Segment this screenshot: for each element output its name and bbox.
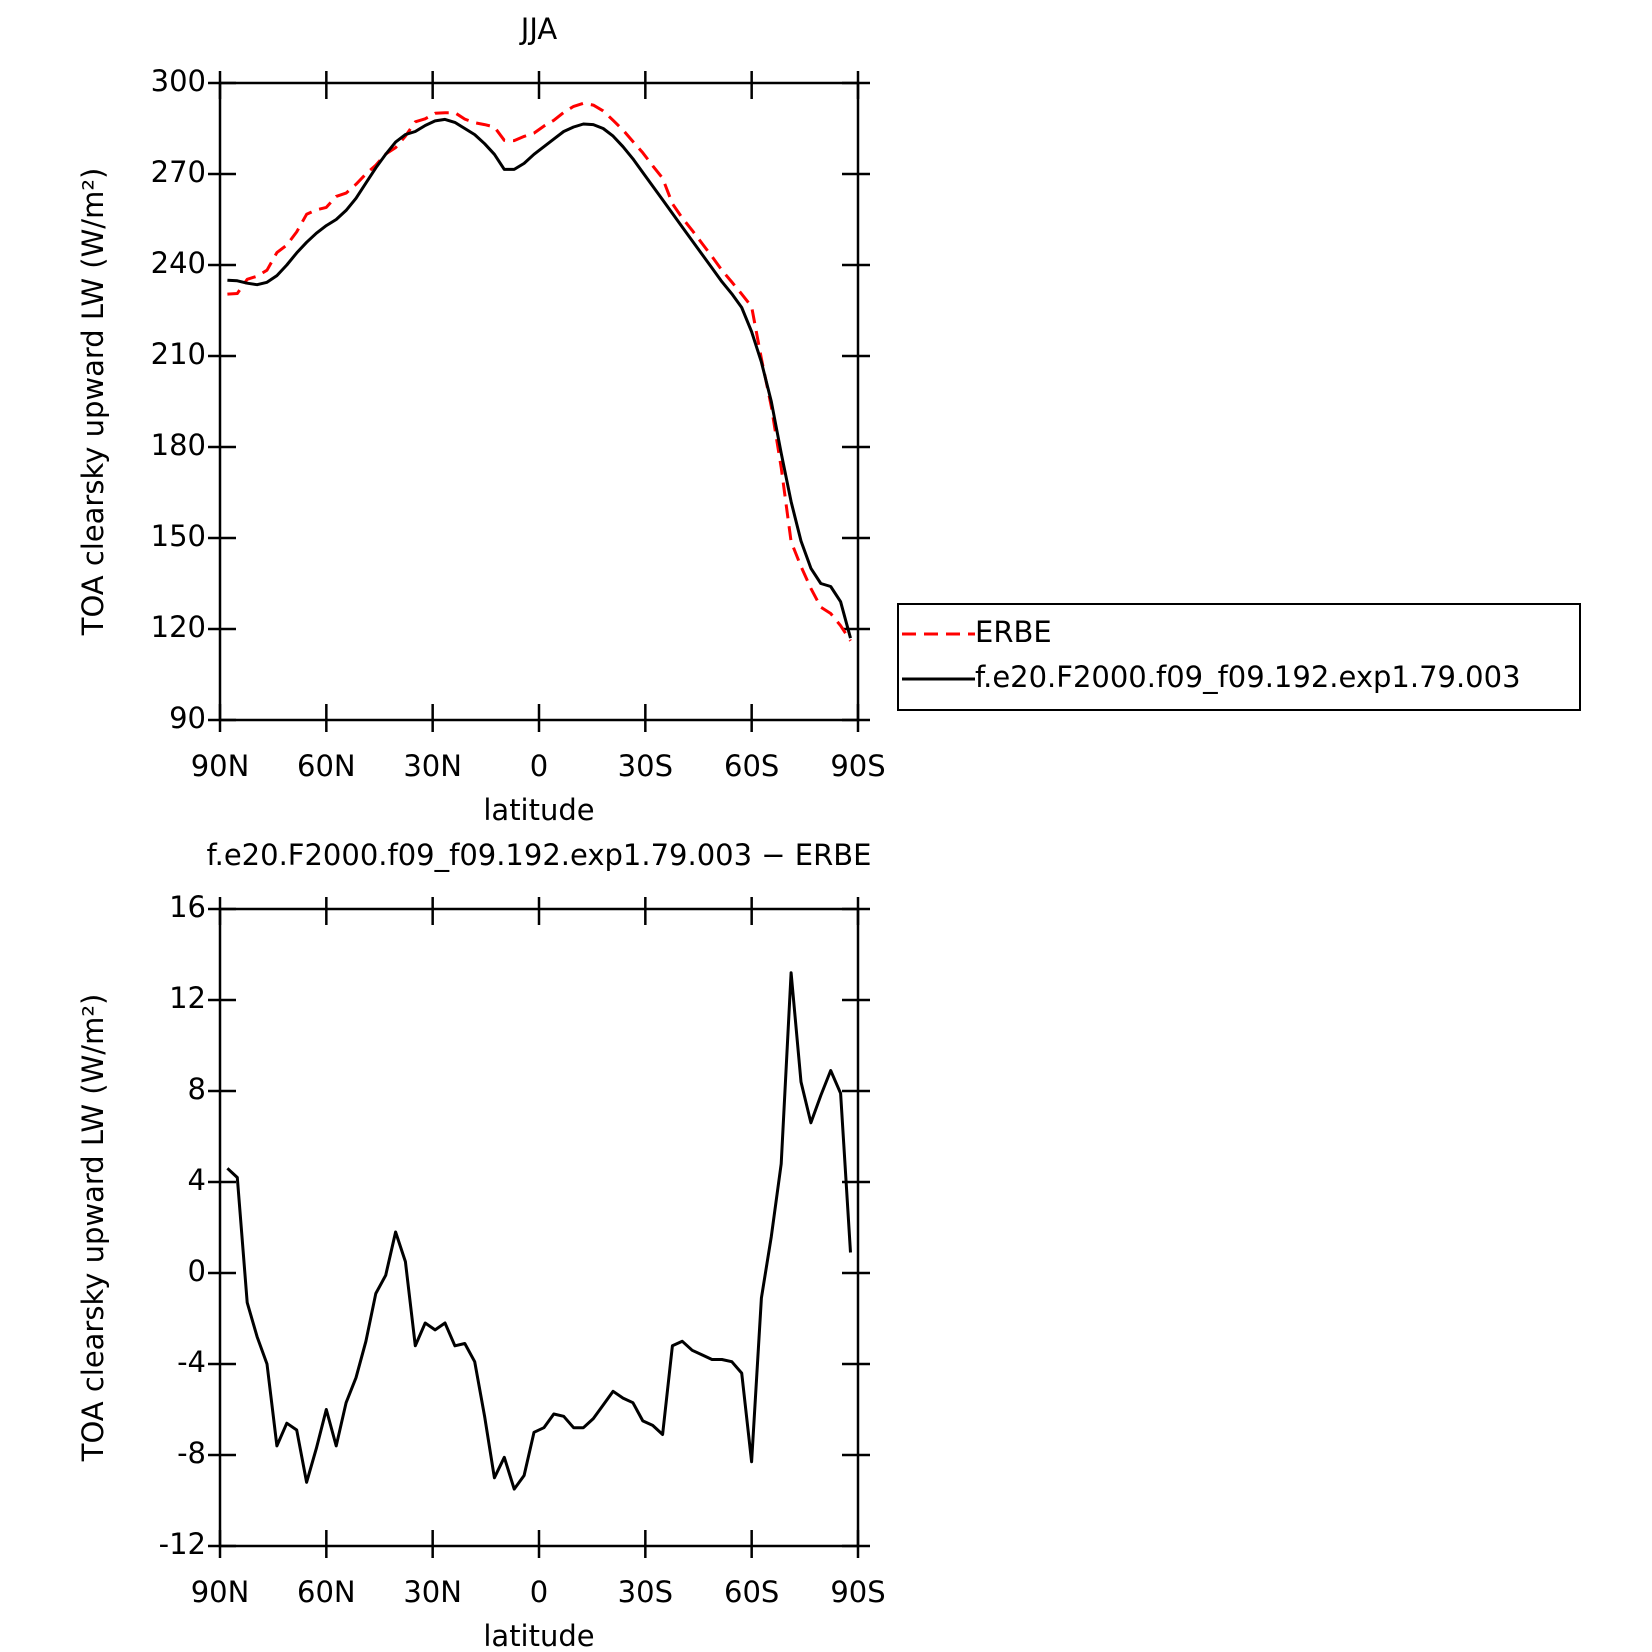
y-tick-label: 12 <box>169 981 206 1015</box>
y-tick-label: 150 <box>151 519 206 553</box>
y-tick-label: -4 <box>177 1345 206 1379</box>
y-axis-label: TOA clearsky upward LW (W/m²) <box>76 168 110 637</box>
y-tick-label: 0 <box>188 1254 206 1288</box>
x-tick-label: 90N <box>191 749 250 783</box>
x-tick-label: 60S <box>724 749 779 783</box>
y-tick-label: 4 <box>188 1163 206 1197</box>
plot-frame <box>218 907 860 1548</box>
x-tick-label: 30N <box>403 749 462 783</box>
y-tick-label: 16 <box>169 890 206 924</box>
y-tick-label: 240 <box>151 246 206 280</box>
y-tick-label: 210 <box>151 337 206 371</box>
x-tick-label: 0 <box>530 749 548 783</box>
y-tick-label: 300 <box>151 64 206 98</box>
x-axis-label: latitude <box>483 1619 594 1652</box>
x-axis-label: latitude <box>483 793 594 827</box>
x-tick-label: 60S <box>724 1575 779 1609</box>
legend-label: f.e20.F2000.f09_f09.192.exp1.79.003 <box>975 660 1521 694</box>
legend-label: ERBE <box>975 615 1052 649</box>
legend-box <box>897 603 1581 711</box>
x-tick-label: 30N <box>403 1575 462 1609</box>
y-tick-label: 120 <box>151 610 206 644</box>
y-tick-label: 8 <box>188 1072 206 1106</box>
x-tick-label: 90N <box>191 1575 250 1609</box>
y-tick-label: -8 <box>177 1436 206 1470</box>
y-axis-label: TOA clearsky upward LW (W/m²) <box>76 994 110 1463</box>
chart-title: JJA <box>519 12 558 46</box>
x-tick-label: 90S <box>830 749 885 783</box>
x-tick-label: 0 <box>530 1575 548 1609</box>
plot-frame <box>218 81 860 722</box>
y-tick-label: -12 <box>159 1527 206 1561</box>
x-tick-label: 60N <box>297 749 356 783</box>
x-tick-label: 30S <box>618 749 673 783</box>
x-tick-label: 90S <box>830 1575 885 1609</box>
chart-title: f.e20.F2000.f09_f09.192.exp1.79.003 − ER… <box>207 838 872 872</box>
y-tick-label: 180 <box>151 428 206 462</box>
data-line <box>226 971 852 1491</box>
y-tick-label: 270 <box>151 155 206 189</box>
data-line <box>227 117 852 639</box>
y-tick-label: 90 <box>169 701 206 735</box>
x-tick-label: 60N <box>297 1575 356 1609</box>
data-line <box>227 101 852 642</box>
x-tick-label: 30S <box>618 1575 673 1609</box>
